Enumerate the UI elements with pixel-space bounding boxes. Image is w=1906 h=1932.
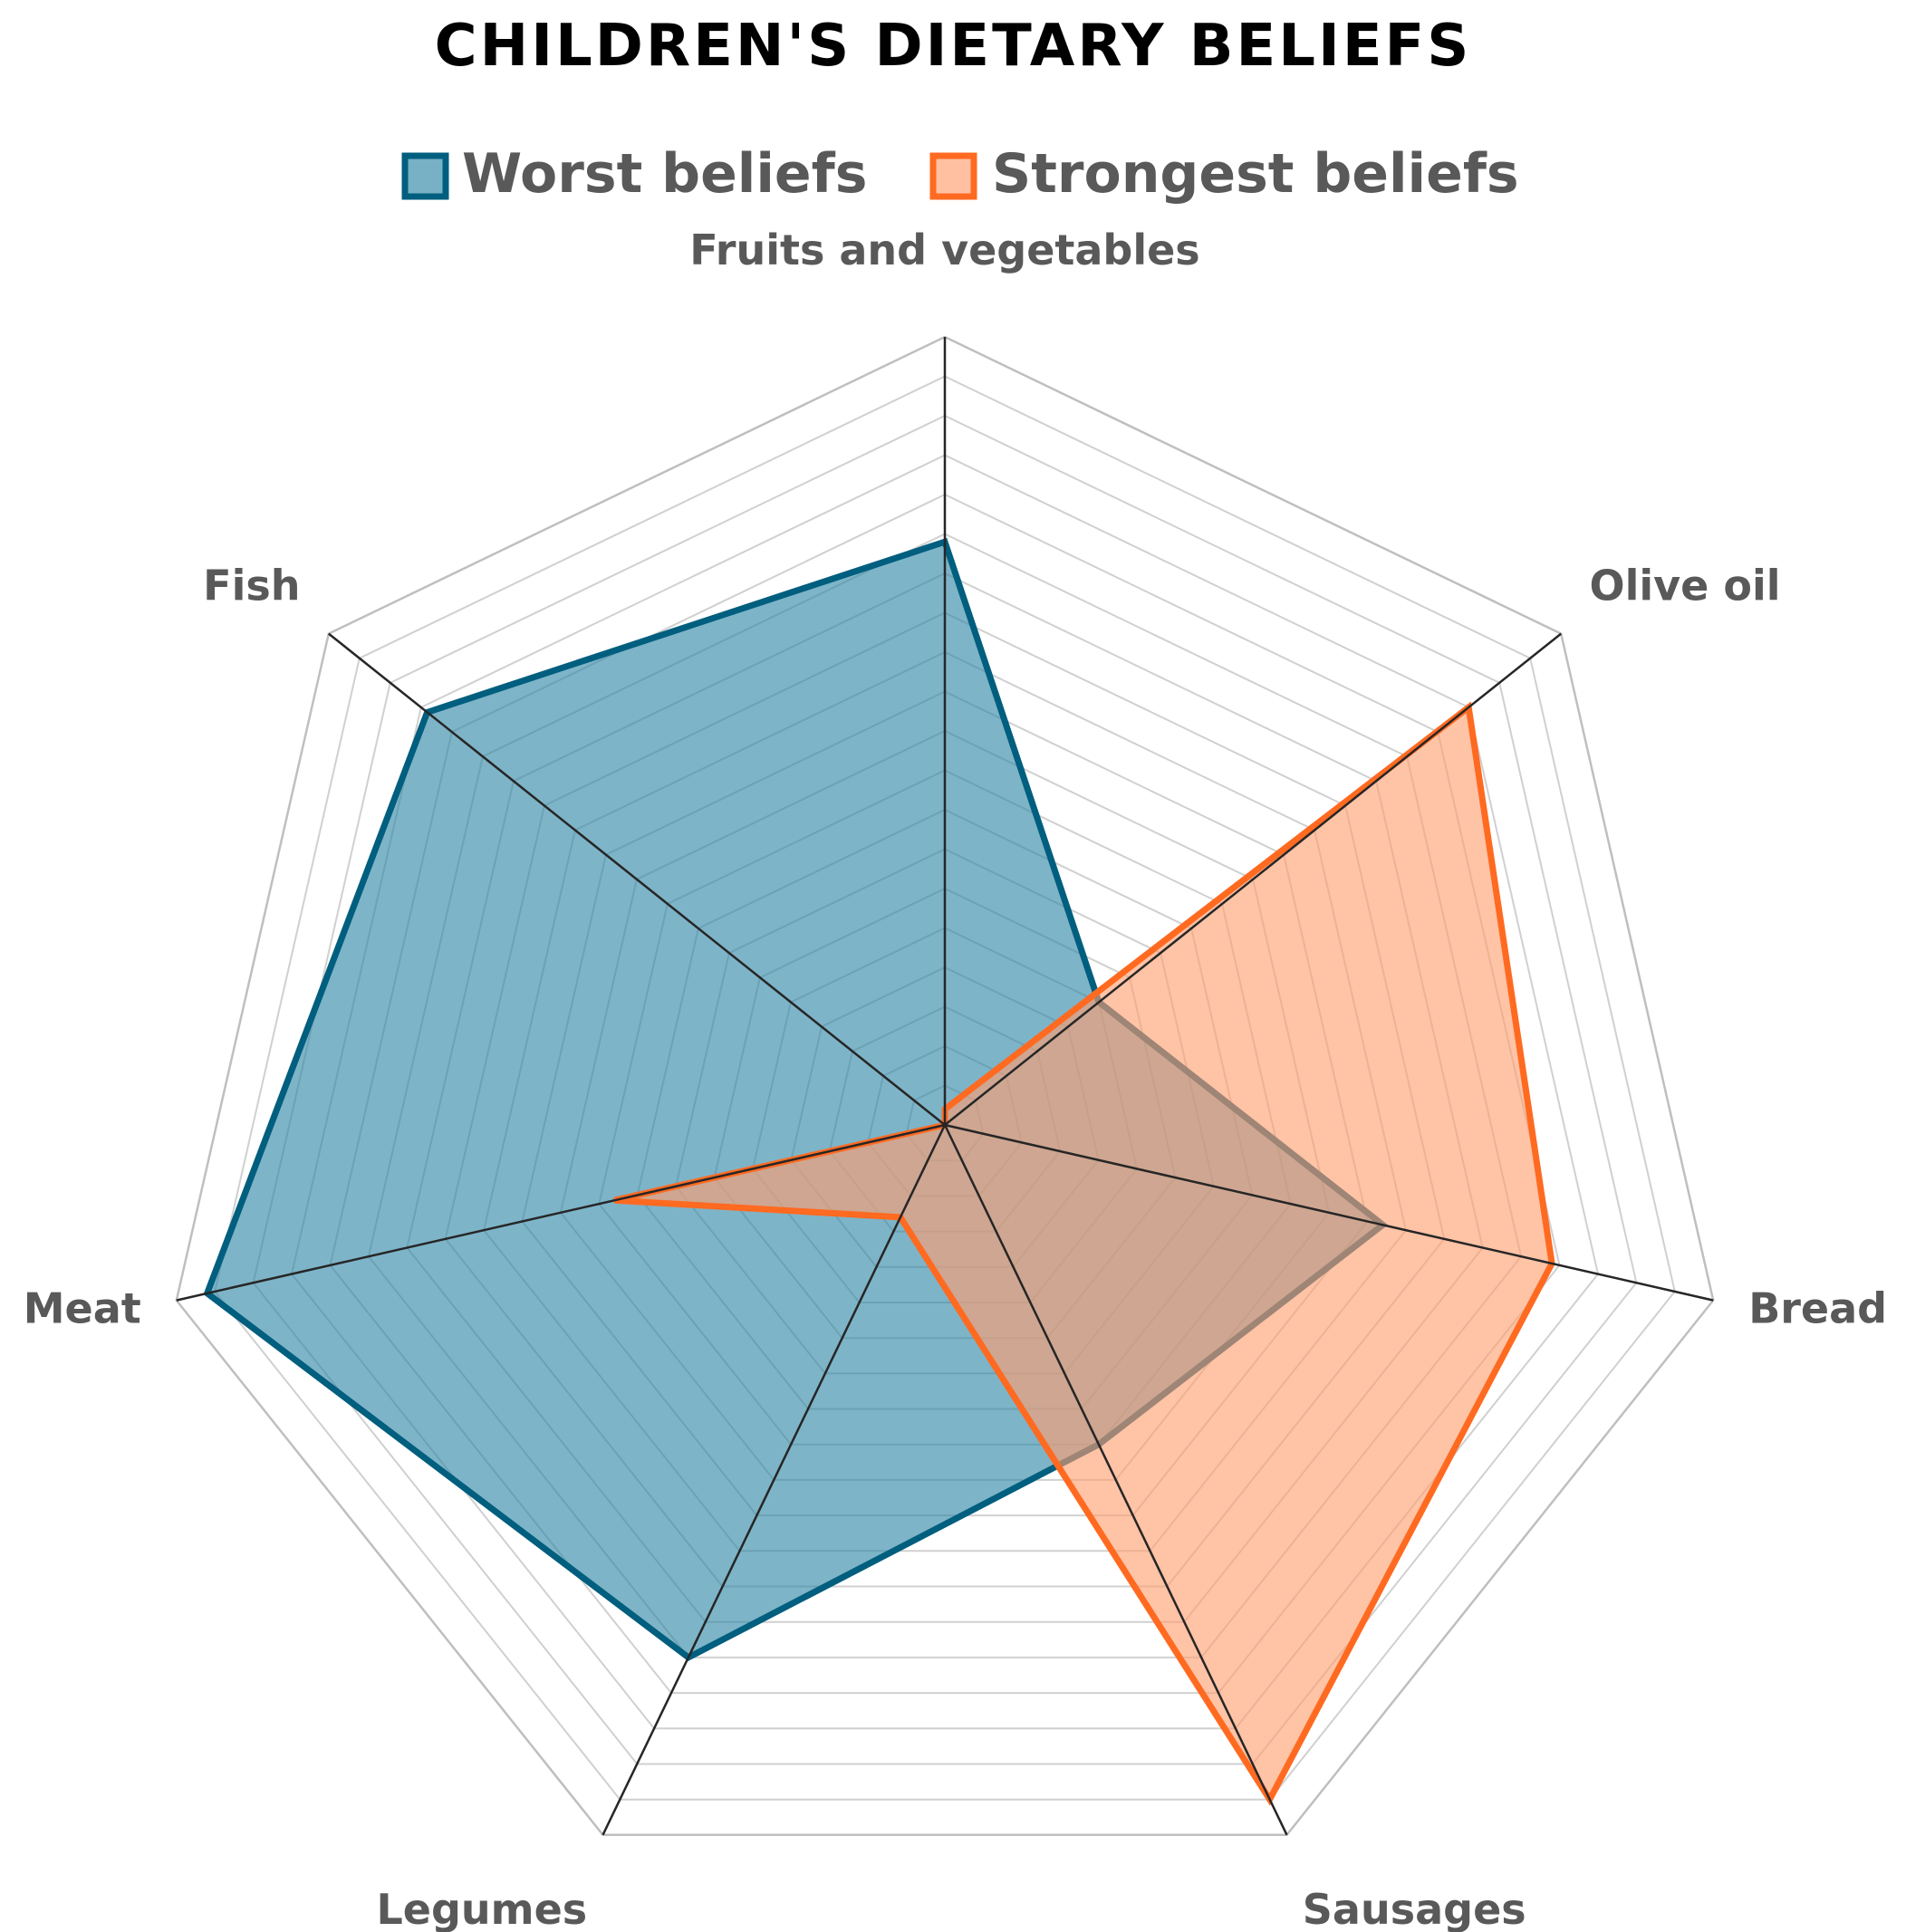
spoke (176, 1123, 946, 1302)
legend-swatch-worst-beliefs (401, 152, 449, 200)
axis-labels: Fruits and vegetables Olive oil Bread Sausa… (24, 226, 1887, 1932)
spoke (944, 1123, 1714, 1302)
series-layer (203, 537, 1555, 1806)
legend: Worst beliefs Strongest beliefs (401, 142, 1519, 206)
spoke (328, 632, 946, 1126)
radar-spokes (176, 337, 1714, 1836)
chart-title: CHILDREN'S DIETARY BELIEFS (435, 13, 1472, 80)
axis-label-sausages: Sausages (1303, 1885, 1526, 1932)
spoke (943, 1124, 1288, 1836)
grid-ring (252, 414, 1638, 1765)
grid-ring (214, 375, 1676, 1801)
axis-label-fish: Fish (203, 562, 300, 610)
grid-ring (175, 335, 1715, 1837)
legend-swatch-strongest-beliefs (929, 152, 977, 200)
legend-label-strongest-beliefs: Strongest beliefs (992, 142, 1519, 206)
spoke (602, 1124, 947, 1836)
axis-label-meat: Meat (24, 1284, 141, 1333)
legend-label-worst-beliefs: Worst beliefs (462, 142, 867, 206)
axis-label-bread: Bread (1748, 1284, 1887, 1333)
spoke (944, 632, 1562, 1126)
axis-label-olive-oil: Olive oil (1590, 562, 1781, 610)
axis-label-fruits-and-vegetables: Fruits and vegetables (689, 226, 1199, 274)
axis-label-legumes: Legumes (376, 1885, 587, 1932)
